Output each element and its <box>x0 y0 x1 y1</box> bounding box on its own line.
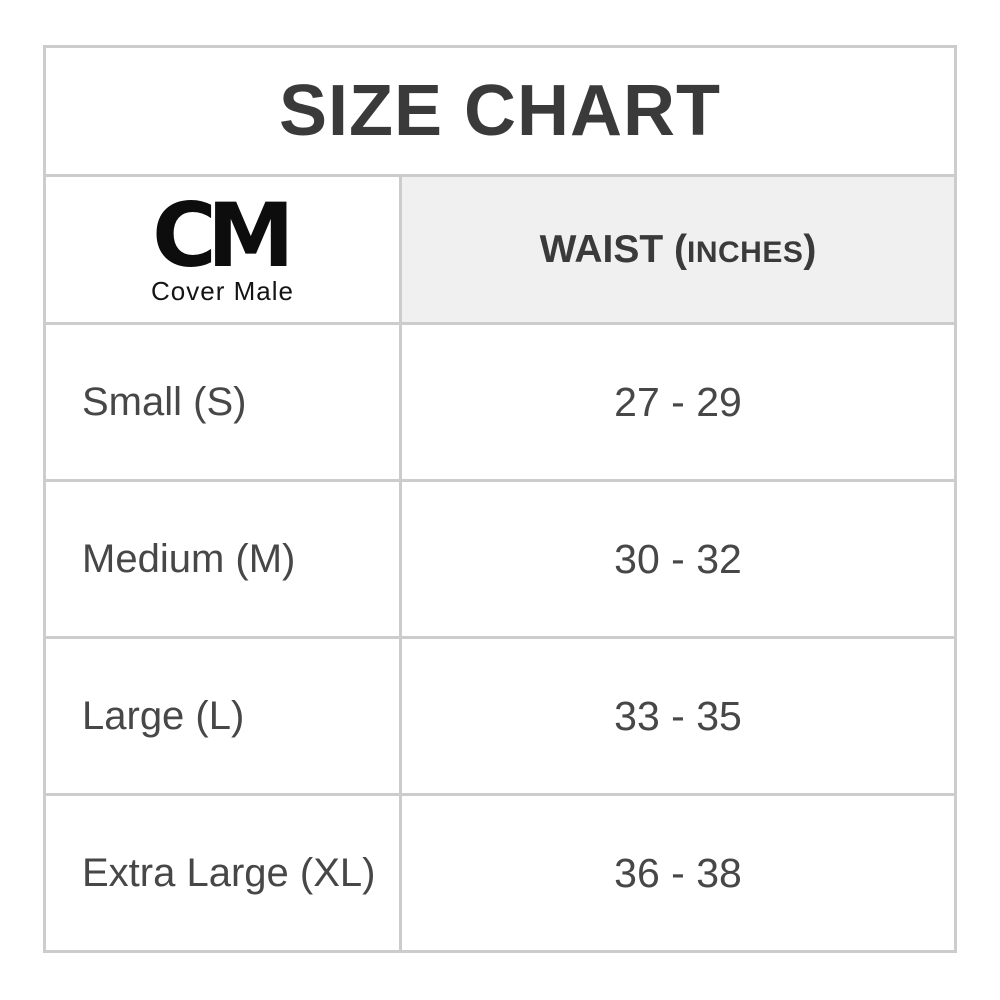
brand-name: Cover Male <box>151 275 294 306</box>
page-title: SIZE CHART <box>279 71 721 151</box>
size-label: Extra Large (XL) <box>82 850 376 895</box>
waist-cell: 36 - 38 <box>402 796 954 950</box>
size-cell: Extra Large (XL) <box>46 796 402 950</box>
waist-cell: 33 - 35 <box>402 639 954 793</box>
size-label: Small (S) <box>82 379 247 424</box>
waist-value: 27 - 29 <box>614 378 742 425</box>
brand-header-cell: CM Cover Male <box>46 177 402 322</box>
waist-cell: 30 - 32 <box>402 482 954 636</box>
size-cell: Small (S) <box>46 325 402 479</box>
waist-label-main: WAIST ( <box>539 227 687 271</box>
waist-label-close: ) <box>803 227 817 271</box>
waist-cell: 27 - 29 <box>402 325 954 479</box>
size-cell: Large (L) <box>46 639 402 793</box>
waist-value: 36 - 38 <box>614 849 742 896</box>
waist-header-label: WAIST (INCHES) <box>540 228 817 272</box>
waist-header-cell: WAIST (INCHES) <box>402 177 954 322</box>
table-row-large: Large (L) 33 - 35 <box>46 639 954 796</box>
table-row-extra-large: Extra Large (XL) 36 - 38 <box>46 796 954 950</box>
waist-value: 33 - 35 <box>614 692 742 739</box>
size-label: Large (L) <box>82 693 245 738</box>
size-cell: Medium (M) <box>46 482 402 636</box>
waist-value: 30 - 32 <box>614 535 742 582</box>
table-row-small: Small (S) 27 - 29 <box>46 325 954 482</box>
size-label: Medium (M) <box>82 536 296 581</box>
cm-monogram: CM <box>152 184 294 288</box>
size-chart-table: SIZE CHART CM Cover Male WAIST (INCHES) … <box>43 45 957 953</box>
title-row: SIZE CHART <box>46 48 954 177</box>
header-row: CM Cover Male WAIST (INCHES) <box>46 177 954 325</box>
waist-label-sub: INCHES <box>686 235 804 269</box>
table-row-medium: Medium (M) 30 - 32 <box>46 482 954 639</box>
brand-logo: CM Cover Male <box>151 184 295 306</box>
